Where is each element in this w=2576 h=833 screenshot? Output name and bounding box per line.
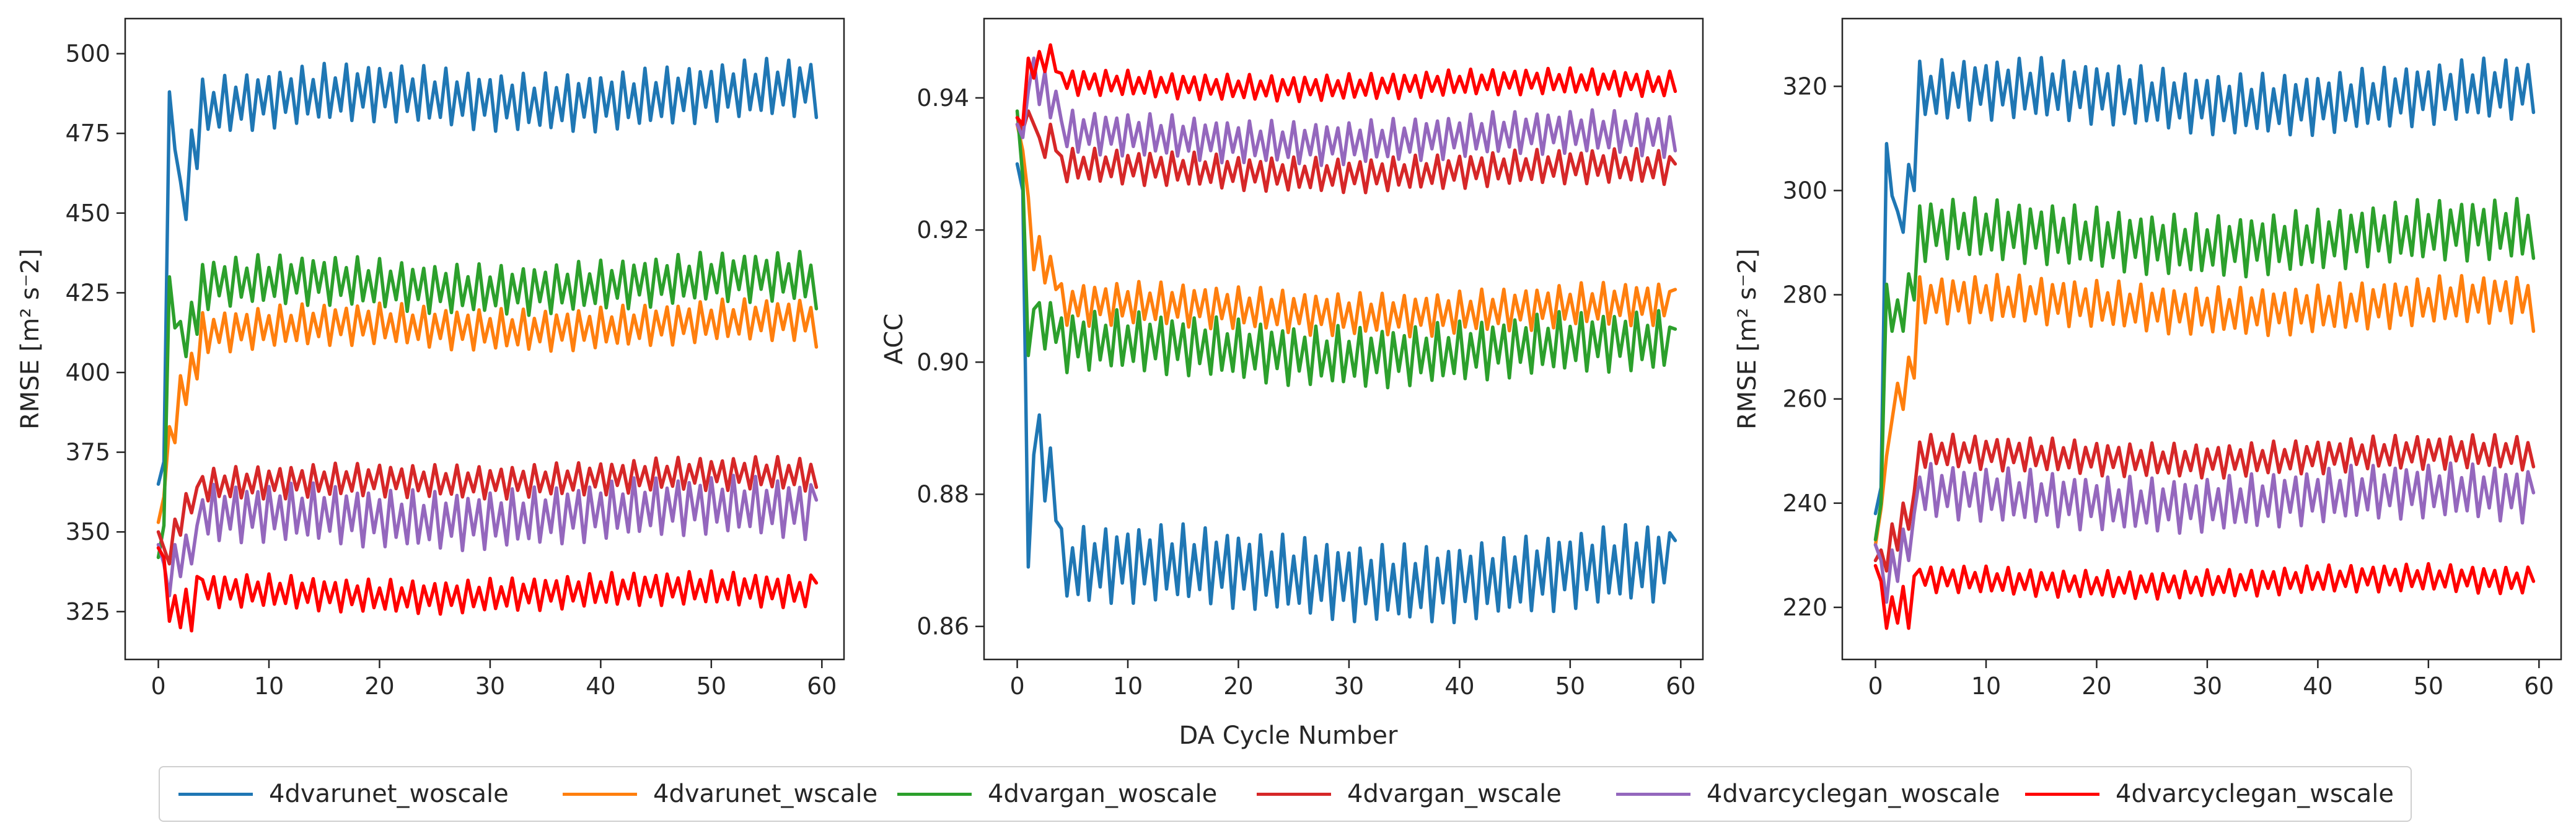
x-tick-label: 10: [1971, 672, 2001, 700]
legend-swatch: [897, 792, 972, 796]
x-tick-label: 40: [1444, 672, 1474, 700]
x-tick-label: 20: [364, 672, 394, 700]
series-line-4dvarcyclegan_woscale: [156, 474, 819, 597]
chart-panel-1: 0 10 20 30 40 50 60 325 350 375 400 425 450 475 500 RMS…: [16, 17, 845, 700]
plot-frame: [1841, 17, 2562, 661]
y-tick-label: 375: [65, 439, 110, 466]
x-tick-label: 50: [2414, 672, 2443, 700]
series-line-4dvarunet_woscale: [156, 56, 819, 486]
legend-entry-4dvarcyclegan_woscale: 4dvarcyclegan_woscale: [1616, 767, 2000, 821]
y-tick-label: 240: [1782, 490, 1827, 517]
legend-entry-4dvarcyclegan_wscale: 4dvarcyclegan_wscale: [2025, 767, 2394, 821]
shared-x-axis-label: DA Cycle Number: [1179, 721, 1398, 750]
series-line-4dvarcyclegan_wscale: [1873, 562, 2536, 630]
chart-legend: 4dvarunet_woscale 4dvarunet_wscale 4dvarga…: [159, 766, 2412, 822]
y-axis-label: ACC: [880, 314, 908, 365]
x-tick-label: 60: [2524, 672, 2554, 700]
y-tick-label: 450: [65, 200, 110, 227]
x-tick-label: 30: [475, 672, 505, 700]
x-tick-label: 20: [1223, 672, 1253, 700]
y-tick-label: 300: [1782, 177, 1827, 204]
x-tick-label: 50: [1555, 672, 1585, 700]
y-axis-label: RMSE [m² s⁻2]: [16, 249, 45, 430]
series-lines: [156, 56, 819, 633]
x-tick-label: 50: [697, 672, 726, 700]
y-tick-label: 0.90: [917, 348, 969, 376]
y-tick-label: 325: [65, 598, 110, 625]
series-line-4dvarcyclegan_woscale: [1873, 461, 2536, 604]
x-tick-label: 10: [254, 672, 284, 700]
legend-entry-4dvargan_woscale: 4dvargan_woscale: [897, 767, 1217, 821]
x-tick-label: 0: [1009, 672, 1024, 700]
series-line-4dvarcyclegan_wscale: [156, 546, 819, 633]
legend-label: 4dvargan_woscale: [988, 780, 1218, 808]
y-tick-label: 280: [1782, 281, 1827, 309]
legend-label: 4dvarcyclegan_woscale: [1707, 780, 2000, 808]
plot-frame: [983, 17, 1704, 661]
x-tick-label: 0: [151, 672, 165, 700]
y-tick-label: 260: [1782, 386, 1827, 413]
series-lines: [1873, 56, 2536, 630]
x-tick-label: 0: [1868, 672, 1883, 700]
legend-swatch: [563, 792, 637, 796]
legend-swatch: [1616, 792, 1690, 796]
legend-swatch: [178, 792, 253, 796]
y-tick-label: 350: [65, 518, 110, 545]
legend-swatch: [1257, 792, 1331, 796]
y-tick-label: 425: [65, 279, 110, 306]
chart-panel-2: 0 10 20 30 40 50 60 0.86 0.88 0.90 0.92 0.94 ACC: [880, 17, 1704, 700]
legend-entry-4dvarunet_woscale: 4dvarunet_woscale: [178, 767, 509, 821]
y-tick-label: 0.94: [917, 84, 969, 112]
y-tick-label: 320: [1782, 73, 1827, 100]
y-tick-label: 220: [1782, 594, 1827, 621]
plot-frame: [124, 17, 845, 661]
chart-panels: 0 10 20 30 40 50 60325350375400425450475500RMS…: [16, 17, 2562, 700]
x-tick-label: 60: [807, 672, 837, 700]
y-tick-label: 500: [65, 40, 110, 68]
x-tick-label: 60: [1666, 672, 1695, 700]
y-tick-label: 0.88: [917, 481, 969, 508]
legend-label: 4dvarcyclegan_wscale: [2116, 780, 2394, 808]
series-line-4dvarunet_woscale: [1873, 56, 2536, 516]
series-line-4dvargan_wscale: [1873, 433, 2536, 573]
x-tick-label: 10: [1113, 672, 1143, 700]
series-line-4dvarcyclegan_woscale: [1015, 56, 1677, 167]
series-line-4dvarunet_woscale: [1015, 162, 1677, 625]
legend-label: 4dvarunet_wscale: [653, 780, 878, 808]
y-tick-label: 400: [65, 359, 110, 386]
y-tick-label: 0.92: [917, 216, 969, 244]
series-line-4dvargan_woscale: [156, 250, 819, 560]
legend-label: 4dvarunet_woscale: [269, 780, 509, 808]
series-line-4dvarunet_wscale: [156, 297, 819, 524]
legend-entry-4dvarunet_wscale: 4dvarunet_wscale: [563, 767, 877, 821]
x-tick-label: 30: [1334, 672, 1364, 700]
chart-panel-3: 0 10 20 30 40 50 60 220 240 260 280 300 320 RMSE [m² …: [1733, 17, 2562, 700]
x-tick-label: 30: [2192, 672, 2222, 700]
y-axis-label: RMSE [m² s⁻2]: [1733, 249, 1762, 430]
x-tick-label: 40: [2303, 672, 2332, 700]
legend-entry-4dvargan_wscale: 4dvargan_wscale: [1257, 767, 1562, 821]
series-line-4dvarunet_wscale: [1015, 122, 1677, 339]
series-line-4dvarcyclegan_wscale: [1015, 43, 1677, 126]
series-line-4dvargan_wscale: [156, 455, 819, 566]
legend-label: 4dvargan_wscale: [1347, 780, 1562, 808]
x-tick-label: 20: [2081, 672, 2111, 700]
series-line-4dvargan_wscale: [1015, 109, 1677, 195]
series-line-4dvarunet_wscale: [1873, 273, 2536, 547]
x-tick-label: 40: [586, 672, 615, 700]
legend-swatch: [2025, 792, 2099, 796]
y-tick-label: 0.86: [917, 613, 969, 640]
series-line-4dvargan_woscale: [1015, 109, 1677, 390]
y-tick-label: 475: [65, 120, 110, 147]
series-line-4dvargan_woscale: [1873, 196, 2536, 542]
series-lines: [1015, 43, 1677, 625]
